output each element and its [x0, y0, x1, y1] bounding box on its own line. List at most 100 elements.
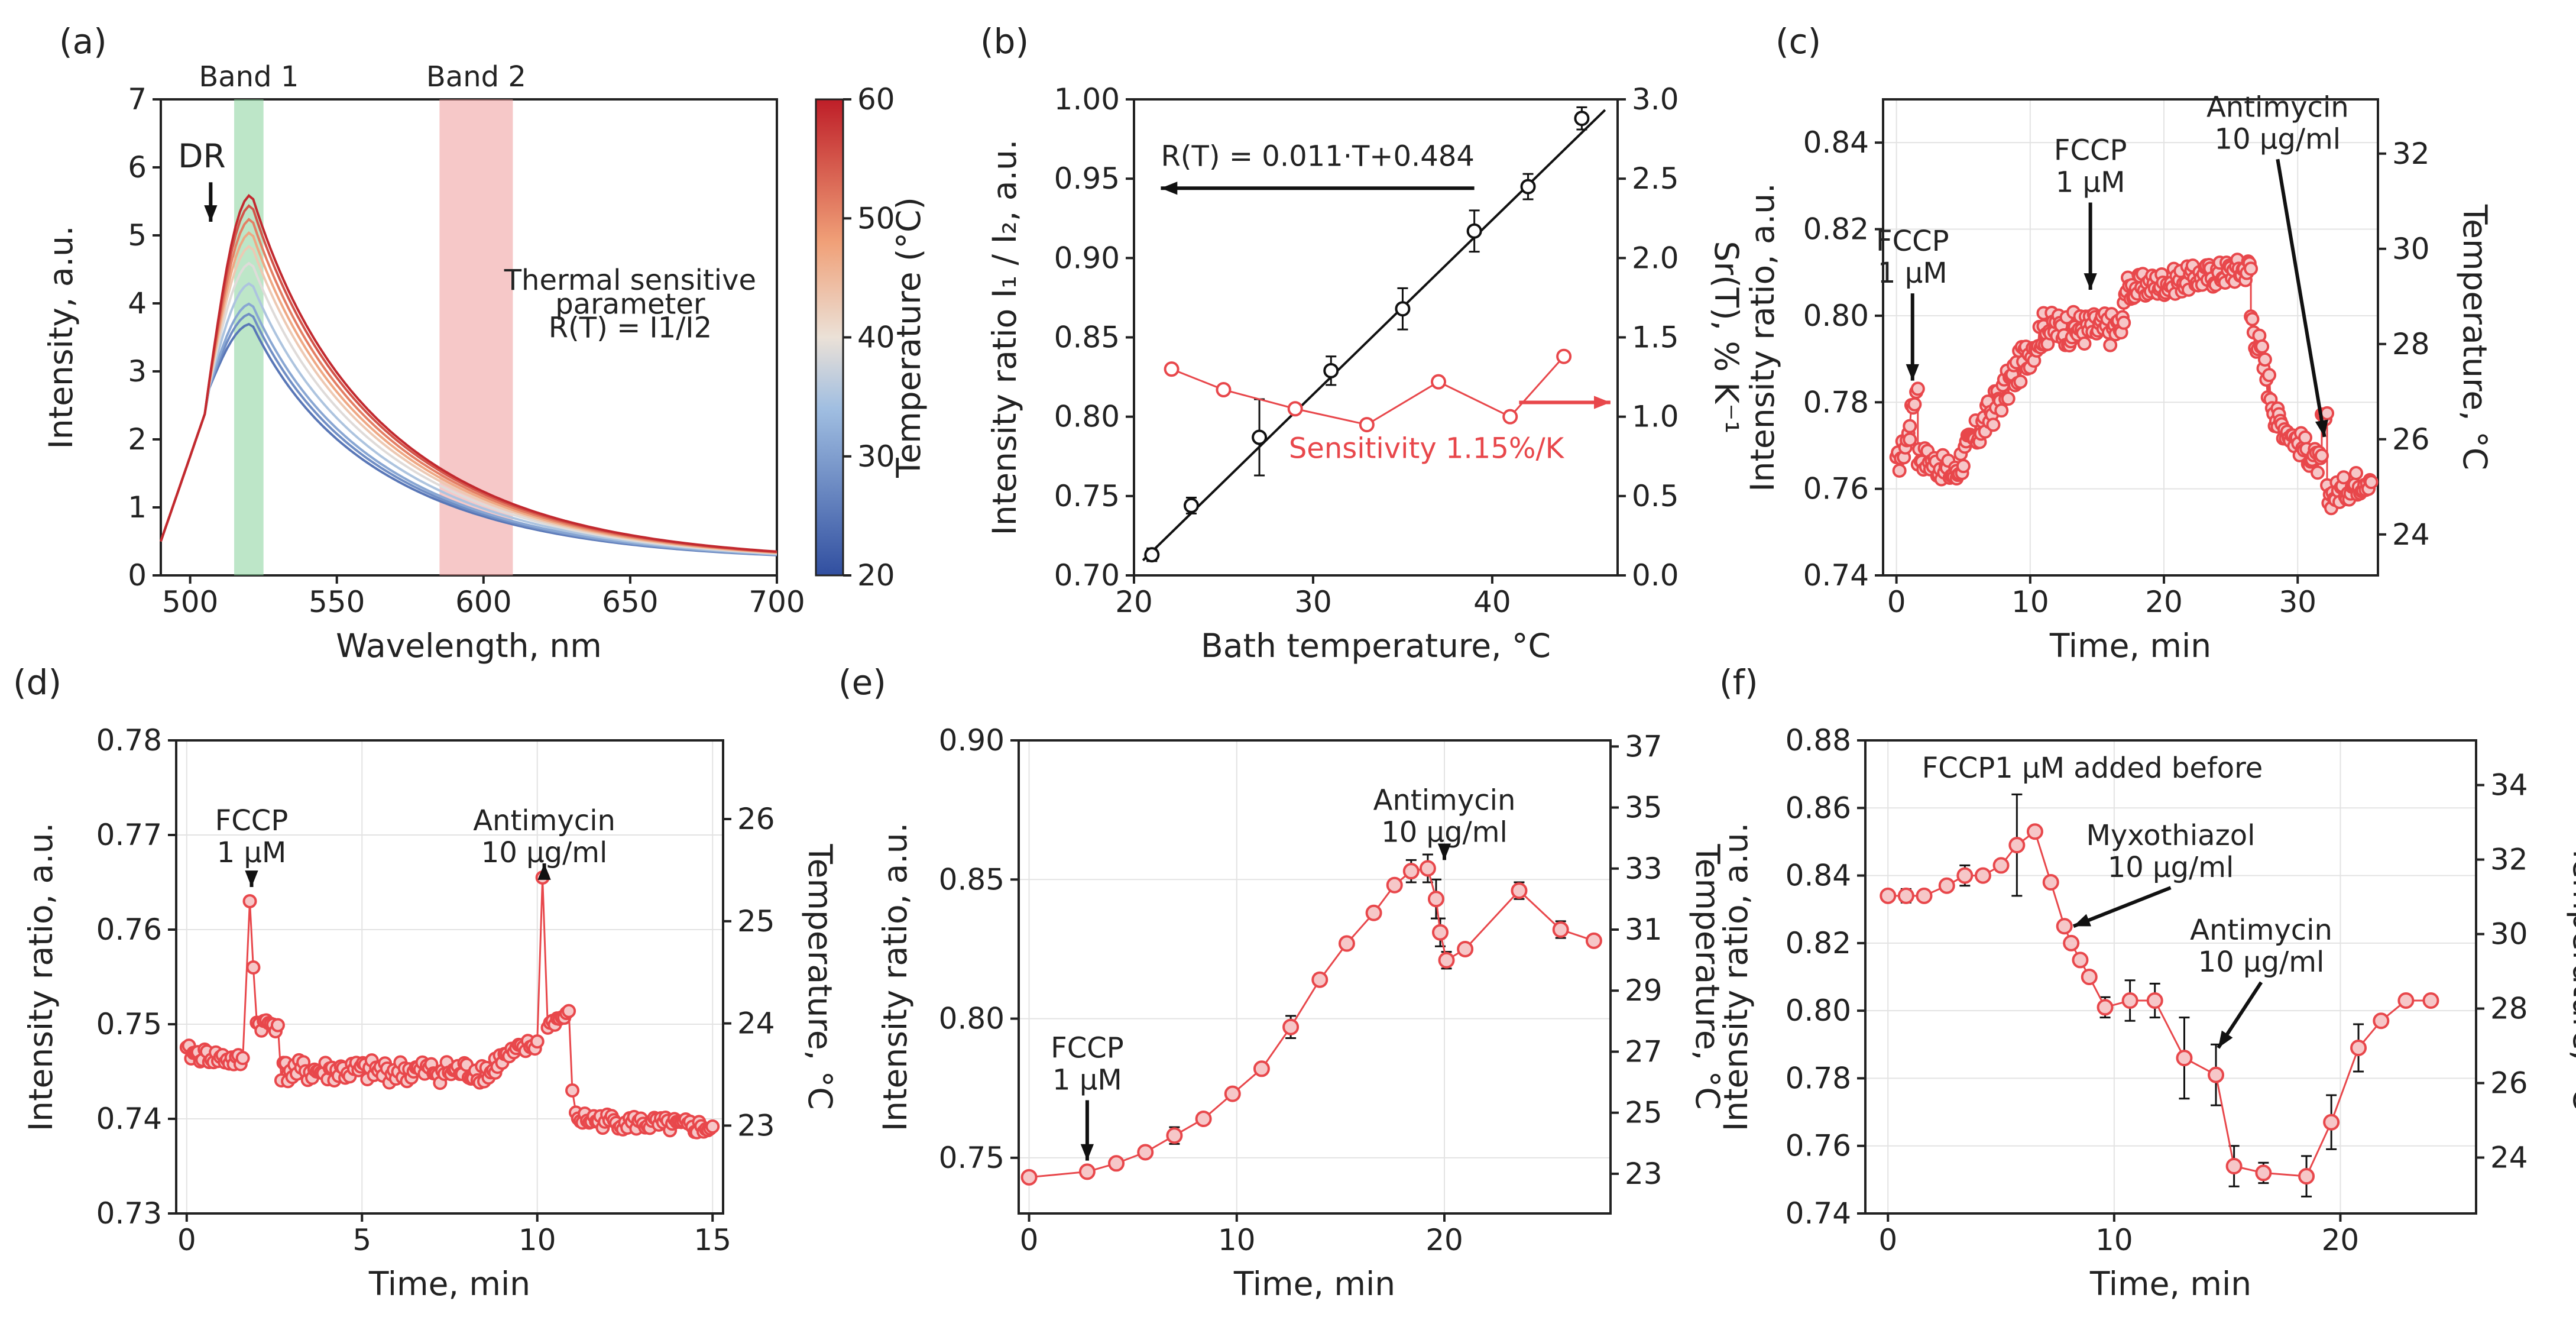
arrowhead	[2084, 273, 2097, 290]
data-point	[1956, 867, 1974, 884]
arrowhead	[1906, 364, 1919, 381]
colorbar-tick-label: 60	[857, 82, 895, 116]
data-point	[2176, 1050, 2193, 1067]
band-label: Band 2	[426, 60, 526, 93]
plot-frame	[1882, 98, 2379, 577]
y2-tick-label: 23	[1625, 1157, 1663, 1191]
data-point	[1974, 867, 1991, 884]
x-tick-label: 0	[1887, 585, 1906, 619]
annotation-text: 1 μM	[1878, 257, 1948, 290]
data-point	[1365, 904, 1382, 921]
x-tick-label: 0	[177, 1223, 196, 1257]
x-axis-label: Time, min	[2089, 1265, 2251, 1303]
data-point	[1402, 863, 1420, 880]
data-point	[2350, 1040, 2367, 1056]
x-axis-label: Time, min	[1233, 1265, 1395, 1303]
arrowhead	[1594, 396, 1611, 409]
arrowhead	[1437, 843, 1451, 860]
y-tick-label: 0.90	[1054, 241, 1120, 275]
data-point	[2257, 352, 2272, 367]
y2-axis-label: Temperature, °C	[2566, 843, 2576, 1109]
y2-tick-label: 29	[1625, 973, 1663, 1008]
y2-axis-label: Temperature, °C	[2456, 204, 2494, 470]
y2-tick-label: 37	[1625, 729, 1663, 763]
y2-tick-label: 2.0	[1632, 241, 1679, 275]
annotation-text: Myxothiazol	[2086, 819, 2255, 852]
data-point	[2001, 391, 2016, 406]
annotation-arrow	[2276, 158, 2326, 438]
plot-frame	[175, 739, 724, 1215]
annotation-text: Antimycin	[2206, 90, 2349, 124]
panel-label: (c)	[1775, 21, 1821, 62]
y-tick-label: 0.78	[1803, 385, 1869, 419]
sensitivity-point	[1502, 409, 1518, 425]
y-tick-label: 0.76	[1786, 1129, 1851, 1163]
data-point	[1552, 921, 1569, 938]
ratio-point	[1144, 547, 1160, 563]
data-point	[2255, 339, 2270, 354]
colorbar-tick-label: 20	[857, 558, 895, 593]
data-point	[2097, 999, 2114, 1016]
y-axis-label: Intensity ratio I₁ / I₂, a.u.	[986, 140, 1023, 536]
data-point	[2077, 336, 2092, 351]
data-point	[1956, 459, 1971, 474]
sensitivity-point	[1431, 374, 1447, 390]
arrowhead	[2073, 914, 2091, 927]
y-tick-label: 0.82	[1786, 926, 1851, 960]
annotation-text: FCCP	[215, 804, 289, 837]
data-point	[1108, 1155, 1125, 1172]
y-tick-label: 0.85	[1054, 321, 1120, 355]
y2-tick-label: 3.0	[1632, 82, 1679, 116]
colorbar-label: Temperature (°C)	[890, 197, 928, 478]
y2-axis-label: Sr(T), % K⁻¹	[1707, 241, 1745, 434]
data-point	[1137, 1144, 1154, 1161]
annotation-text: 1 μM	[2056, 166, 2125, 199]
x-axis-label: Time, min	[2049, 627, 2211, 665]
y-axis-label: Intensity ratio, a.u.	[1717, 823, 1755, 1131]
data-point	[2121, 992, 2138, 1009]
data-point	[2063, 934, 2080, 951]
x-tick-label: 40	[1473, 585, 1511, 619]
ratio-point	[1395, 301, 1411, 317]
x-tick-label: 15	[694, 1223, 731, 1257]
data-point	[1903, 432, 1917, 447]
y2-tick-label: 34	[2490, 768, 2528, 802]
series-line	[186, 877, 714, 1134]
data-point	[1903, 419, 1917, 433]
panel-label: (d)	[13, 662, 61, 703]
sensitivity-point	[1164, 361, 1180, 377]
annotation-text: 1 μM	[1052, 1063, 1122, 1096]
data-point	[2013, 374, 2028, 389]
arrowhead	[1080, 1144, 1094, 1161]
ratio-point	[1574, 111, 1590, 127]
data-point	[2320, 406, 2335, 420]
data-point	[2337, 470, 2351, 485]
annotation-text: DR	[178, 137, 226, 175]
panel-e: 0 10 20 0.75 0.80 0.85 0.90 Time, min Intensity …	[838, 662, 1726, 1303]
data-point	[1253, 1060, 1270, 1077]
data-point	[1938, 877, 1955, 894]
x-tick-label: 20	[2145, 585, 2183, 619]
y2-axis-label: Temperature, °C	[801, 843, 839, 1109]
panel-a: 500 550 600 650 700 0 1 2 3 4 5 6 7 Wavelength, nm Int…	[42, 21, 928, 665]
y-axis-label: Intensity ratio, a.u.	[1744, 183, 1781, 491]
data-point	[1282, 1018, 1300, 1035]
x-tick-label: 10	[519, 1223, 556, 1257]
arrowhead	[537, 863, 551, 880]
y-axis-label: Intensity ratio, a.u.	[22, 823, 60, 1131]
data-point	[2422, 992, 2439, 1009]
data-point	[2364, 475, 2379, 490]
data-point	[1986, 417, 2001, 432]
x-axis-label: Bath temperature, °C	[1201, 627, 1551, 665]
data-point	[2298, 430, 2312, 445]
y-tick-label: 0.74	[1803, 558, 1869, 593]
y2-tick-label: 0.0	[1632, 558, 1679, 593]
data-point	[1195, 1111, 1212, 1127]
y2-tick-label: 30	[2490, 917, 2528, 951]
arrowhead	[2315, 419, 2328, 437]
data-point	[1585, 932, 1602, 949]
y2-tick-label: 26	[2490, 1066, 2528, 1101]
x-tick-label: 600	[455, 585, 511, 619]
data-point	[2244, 261, 2259, 276]
